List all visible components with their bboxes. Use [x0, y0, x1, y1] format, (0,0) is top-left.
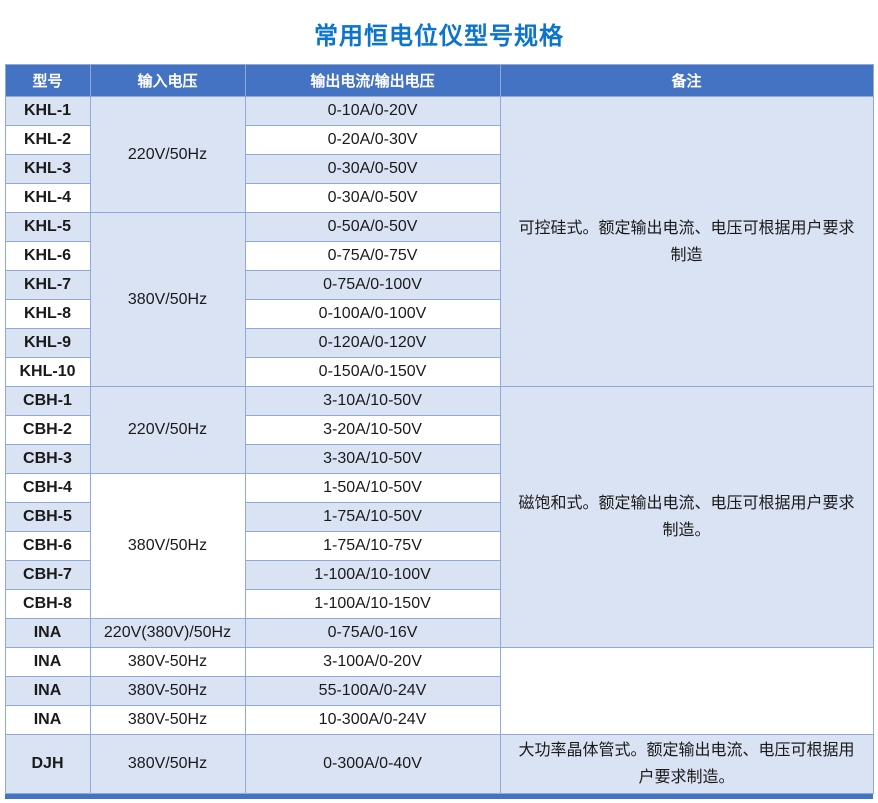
header-output: 输出电流/输出电压 [244, 64, 501, 97]
model-cell: KHL-3 [4, 154, 91, 184]
model-cell: KHL-6 [4, 241, 91, 271]
output-cell: 1-100A/10-100V [244, 560, 501, 590]
remark-cell: 磁饱和式。额定输出电流、电压可根据用户要求 制造。 [499, 386, 874, 648]
remark-cell [499, 647, 874, 735]
output-cell: 1-50A/10-50V [244, 473, 501, 503]
table-row: KHL-3 0-30A/0-50V [4, 154, 873, 184]
output-cell: 0-100A/0-100V [244, 299, 501, 329]
model-cell: INA [4, 647, 91, 677]
output-cell: 0-300A/0-40V [244, 734, 501, 794]
output-cell: 1-100A/10-150V [244, 589, 501, 619]
output-cell: 3-100A/0-20V [244, 647, 501, 677]
model-cell: CBH-3 [4, 444, 91, 474]
model-cell: CBH-7 [4, 560, 91, 590]
table-row: KHL-4 0-30A/0-50V [4, 183, 873, 213]
model-cell: CBH-5 [4, 502, 91, 532]
table-row: KHL-9 0-120A/0-120V [4, 328, 873, 358]
output-cell: 0-75A/0-75V [244, 241, 501, 271]
table-bottom-bar [5, 794, 873, 799]
input-cell: 380V/50Hz [89, 734, 246, 794]
output-cell: 0-75A/0-100V [244, 270, 501, 300]
model-cell: CBH-6 [4, 531, 91, 561]
table-row: KHL-7 0-75A/0-100V [4, 270, 873, 300]
output-cell: 0-120A/0-120V [244, 328, 501, 358]
table-row: INA 380V-50Hz 10-300A/0-24V [4, 705, 873, 735]
model-cell: CBH-4 [4, 473, 91, 503]
spec-table: 型号 输入电压 输出电流/输出电压 备注 KHL-1 220V/50Hz 0-10A… [4, 64, 874, 794]
table-row: INA 220V(380V)/50Hz 0-75A/0-16V [4, 618, 873, 648]
table-row: CBH-5 1-75A/10-50V [4, 502, 873, 532]
input-cell: 220V(380V)/50Hz [89, 618, 246, 648]
header-input-voltage: 输入电压 [89, 64, 246, 97]
output-cell: 1-75A/10-75V [244, 531, 501, 561]
header-model: 型号 [4, 64, 91, 97]
table-row: CBH-8 1-100A/10-150V [4, 589, 873, 619]
table-row: KHL-2 0-20A/0-30V [4, 125, 873, 155]
input-cell: 380V/50Hz [89, 473, 246, 619]
output-cell: 0-75A/0-16V [244, 618, 501, 648]
output-cell: 10-300A/0-24V [244, 705, 501, 735]
table-row: KHL-5 380V/50Hz 0-50A/0-50V [4, 212, 873, 387]
header-row: 型号 输入电压 输出电流/输出电压 备注 [4, 64, 874, 97]
model-cell: KHL-5 [4, 212, 91, 242]
model-cell: KHL-2 [4, 125, 91, 155]
model-cell: KHL-9 [4, 328, 91, 358]
model-cell: INA [4, 676, 91, 706]
model-cell: KHL-4 [4, 183, 91, 213]
model-cell: CBH-2 [4, 415, 91, 445]
model-cell: INA [4, 705, 91, 735]
model-cell: INA [4, 618, 91, 648]
input-cell: 380V-50Hz [89, 647, 246, 677]
model-cell: KHL-10 [4, 357, 91, 387]
output-cell: 0-150A/0-150V [244, 357, 501, 387]
output-cell: 3-30A/10-50V [244, 444, 501, 474]
table-row: INA 380V-50Hz 3-100A/0-20V [4, 647, 874, 735]
input-cell: 380V/50Hz [89, 212, 246, 387]
model-cell: KHL-8 [4, 299, 91, 329]
table-row: KHL-1 220V/50Hz 0-10A/0-20V 可控硅式。额定输出电流、电压可… [4, 96, 874, 387]
table-row: CBH-3 3-30A/10-50V [4, 444, 873, 474]
remark-cell: 大功率晶体管式。额定输出电流、电压可根据用 户要求制造。 [499, 734, 874, 794]
table-row: KHL-6 0-75A/0-75V [4, 241, 873, 271]
output-cell: 55-100A/0-24V [244, 676, 501, 706]
output-cell: 0-20A/0-30V [244, 125, 501, 155]
table-row: CBH-6 1-75A/10-75V [4, 531, 873, 561]
spec-table-body: KHL-1 220V/50Hz 0-10A/0-20V 可控硅式。额定输出电流、电压可… [4, 96, 874, 794]
output-cell: 0-30A/0-50V [244, 183, 501, 213]
table-row: KHL-10 0-150A/0-150V [4, 357, 873, 387]
model-cell: DJH [4, 734, 91, 794]
input-cell: 220V/50Hz [89, 386, 246, 474]
table-row: CBH-1 220V/50Hz 3-10A/10-50V 磁饱和式。额定输出电流、电压… [4, 386, 874, 648]
input-cell: 380V-50Hz [89, 676, 246, 706]
input-cell: 220V/50Hz [89, 96, 246, 213]
page-title: 常用恒电位仪型号规格 [314, 23, 564, 50]
output-cell: 0-30A/0-50V [244, 154, 501, 184]
output-cell: 0-50A/0-50V [244, 212, 501, 242]
table-row: DJH 380V/50Hz 0-300A/0-40V 大功率晶体管式。额定输出电流、电… [4, 734, 874, 794]
output-cell: 3-10A/10-50V [244, 386, 501, 416]
header-remark: 备注 [499, 64, 874, 97]
model-cell: CBH-1 [4, 386, 91, 416]
output-cell: 1-75A/10-50V [244, 502, 501, 532]
table-row: KHL-8 0-100A/0-100V [4, 299, 873, 329]
remark-cell: 可控硅式。额定输出电流、电压可根据用户要求 制造 [499, 96, 874, 387]
output-cell: 0-10A/0-20V [244, 96, 501, 126]
model-cell: KHL-7 [4, 270, 91, 300]
model-cell: CBH-8 [4, 589, 91, 619]
input-cell: 380V-50Hz [89, 705, 246, 735]
table-row: CBH-7 1-100A/10-100V [4, 560, 873, 590]
output-cell: 3-20A/10-50V [244, 415, 501, 445]
model-cell: KHL-1 [4, 96, 91, 126]
